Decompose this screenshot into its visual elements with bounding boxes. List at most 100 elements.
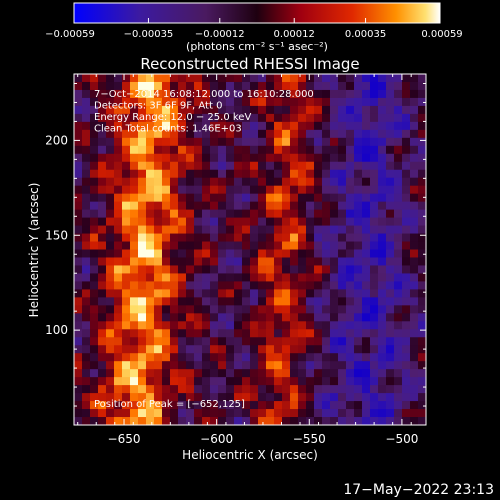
heatmap-cell bbox=[306, 377, 315, 386]
heatmap-cell bbox=[98, 145, 107, 155]
heatmap-cell bbox=[402, 321, 411, 330]
heatmap-cell bbox=[154, 409, 163, 418]
heatmap-cell bbox=[194, 225, 203, 235]
heatmap-cell bbox=[402, 377, 411, 386]
heatmap-cell bbox=[242, 97, 251, 107]
heatmap-cell bbox=[90, 281, 99, 290]
heatmap-cell bbox=[402, 129, 411, 139]
heatmap-cell bbox=[74, 201, 83, 211]
heatmap-cell bbox=[162, 361, 171, 370]
heatmap-cell bbox=[370, 385, 379, 394]
heatmap-cell bbox=[130, 329, 139, 338]
heatmap-cell bbox=[178, 161, 187, 171]
heatmap-cell bbox=[242, 361, 251, 370]
heatmap-cell bbox=[114, 321, 123, 330]
heatmap-cell bbox=[122, 233, 131, 243]
heatmap-cell bbox=[106, 417, 115, 425]
heatmap-cell bbox=[82, 297, 91, 306]
heatmap-cell bbox=[82, 241, 91, 251]
heatmap-cell bbox=[186, 337, 195, 346]
heatmap-cell bbox=[266, 97, 275, 107]
heatmap-cell bbox=[298, 313, 307, 322]
heatmap-cell bbox=[138, 345, 147, 354]
heatmap-cell bbox=[362, 209, 371, 219]
heatmap-cell bbox=[130, 145, 139, 155]
heatmap-cell bbox=[162, 273, 171, 283]
heatmap-cell bbox=[314, 329, 323, 338]
heatmap-cell bbox=[154, 201, 163, 211]
heatmap-cell bbox=[378, 401, 387, 410]
heatmap-cell bbox=[114, 121, 123, 131]
heatmap-cell bbox=[74, 401, 83, 410]
heatmap-cell bbox=[298, 401, 307, 410]
heatmap-cell bbox=[346, 249, 355, 259]
heatmap-cell bbox=[90, 233, 99, 243]
heatmap-cell bbox=[282, 74, 291, 83]
heatmap-cell bbox=[290, 185, 299, 195]
heatmap-cell bbox=[378, 353, 387, 362]
heatmap-cell bbox=[130, 153, 139, 163]
heatmap-cell bbox=[394, 385, 403, 394]
heatmap-cell bbox=[178, 385, 187, 394]
heatmap-cell bbox=[234, 377, 243, 386]
heatmap-cell bbox=[226, 297, 235, 306]
heatmap-cell bbox=[162, 161, 171, 171]
heatmap-cell bbox=[362, 233, 371, 243]
heatmap-cell bbox=[154, 145, 163, 155]
heatmap-cell bbox=[178, 409, 187, 418]
heatmap-cell bbox=[138, 289, 147, 298]
heatmap-cell bbox=[330, 161, 339, 171]
heatmap-cell bbox=[330, 169, 339, 179]
heatmap-cell bbox=[370, 241, 379, 251]
heatmap-cell bbox=[410, 137, 419, 147]
heatmap-cell bbox=[250, 137, 259, 147]
heatmap-cell bbox=[130, 121, 139, 131]
heatmap-cell bbox=[330, 113, 339, 123]
heatmap-cell bbox=[146, 249, 155, 259]
heatmap-cell bbox=[394, 353, 403, 362]
heatmap-cell bbox=[410, 177, 419, 187]
heatmap-cell bbox=[306, 153, 315, 163]
heatmap-cell bbox=[98, 97, 107, 107]
heatmap-cell bbox=[74, 89, 83, 99]
heatmap-cell bbox=[322, 297, 331, 306]
heatmap-cell bbox=[138, 201, 147, 211]
heatmap-cell bbox=[210, 185, 219, 195]
heatmap-cell bbox=[74, 241, 83, 251]
heatmap-cell bbox=[210, 417, 219, 425]
heatmap-cell bbox=[346, 105, 355, 115]
heatmap-cell bbox=[378, 273, 387, 283]
heatmap-cell bbox=[250, 97, 259, 107]
heatmap-cell bbox=[418, 121, 426, 131]
heatmap-cell bbox=[290, 297, 299, 306]
heatmap-cell bbox=[186, 353, 195, 362]
heatmap-cell bbox=[194, 305, 203, 314]
heatmap-cell bbox=[138, 297, 147, 306]
heatmap-cell bbox=[74, 257, 83, 267]
heatmap-cell bbox=[226, 241, 235, 251]
heatmap-cell bbox=[242, 161, 251, 171]
heatmap-cell bbox=[202, 329, 211, 338]
heatmap-cell bbox=[354, 337, 363, 346]
heatmap-cell bbox=[82, 97, 91, 107]
heatmap-cell bbox=[170, 353, 179, 362]
heatmap-cell bbox=[218, 265, 227, 275]
heatmap-cell bbox=[298, 353, 307, 362]
heatmap-cell bbox=[242, 305, 251, 314]
heatmap-cell bbox=[114, 185, 123, 195]
heatmap-cell bbox=[266, 337, 275, 346]
heatmap-cell bbox=[170, 217, 179, 227]
heatmap-cell bbox=[386, 153, 395, 163]
heatmap-cell bbox=[98, 329, 107, 338]
heatmap-cell bbox=[250, 161, 259, 171]
heatmap-cell bbox=[178, 193, 187, 203]
heatmap-cell bbox=[146, 257, 155, 267]
heatmap-cell bbox=[306, 177, 315, 187]
heatmap-cell bbox=[314, 385, 323, 394]
heatmap-cell bbox=[154, 137, 163, 147]
heatmap-cell bbox=[370, 305, 379, 314]
heatmap-cell bbox=[306, 385, 315, 394]
heatmap-cell bbox=[114, 249, 123, 259]
heatmap-cell bbox=[98, 74, 107, 83]
heatmap-cell bbox=[114, 273, 123, 283]
